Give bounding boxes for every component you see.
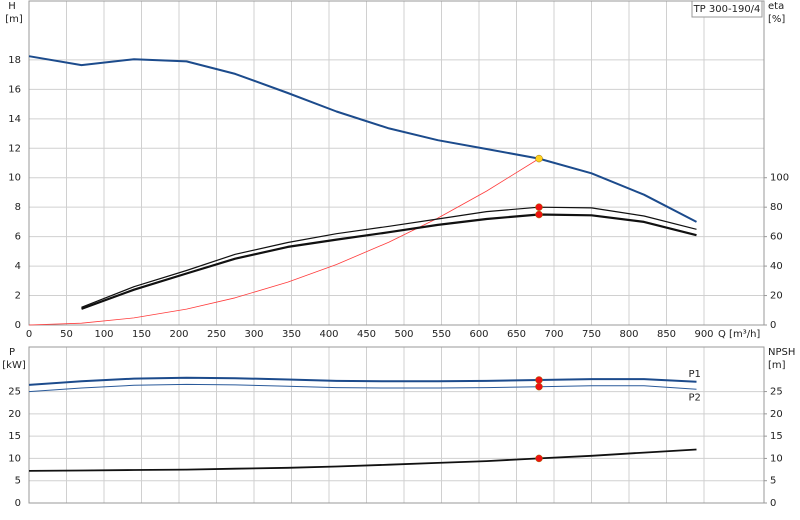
y2-tick-label: 15 bbox=[770, 431, 783, 442]
x-tick-label: 700 bbox=[544, 329, 563, 340]
y-axis-label: H bbox=[8, 1, 16, 12]
series-line bbox=[81, 206, 697, 308]
x-tick-label: 500 bbox=[394, 329, 413, 340]
x-tick-label: 600 bbox=[469, 329, 488, 340]
y-tick-label: 18 bbox=[8, 55, 21, 66]
x-tick-label: 450 bbox=[357, 329, 376, 340]
x-tick-label: 300 bbox=[244, 329, 263, 340]
duty-point bbox=[535, 210, 543, 219]
x-tick-label: 850 bbox=[657, 329, 676, 340]
y-tick-label: 6 bbox=[15, 232, 21, 243]
x-tick-label: 900 bbox=[694, 329, 713, 340]
y-tick-label: 12 bbox=[8, 143, 21, 154]
x-tick-label: 200 bbox=[169, 329, 188, 340]
chart-title: TP 300-190/4 bbox=[693, 4, 761, 15]
x-tick-label: 100 bbox=[94, 329, 113, 340]
series-line bbox=[28, 383, 697, 393]
x-axis-label: Q [m³/h] bbox=[718, 329, 760, 340]
x-tick-label: 150 bbox=[132, 329, 151, 340]
series-line bbox=[81, 213, 697, 310]
x-tick-label: 350 bbox=[282, 329, 301, 340]
y-tick-label: 8 bbox=[15, 202, 21, 213]
series-line bbox=[28, 448, 697, 472]
duty-point bbox=[535, 382, 543, 391]
y-tick-label: 4 bbox=[15, 261, 21, 272]
duty-point bbox=[535, 203, 543, 211]
x-tick-label: 400 bbox=[319, 329, 338, 340]
y2-tick-label: 20 bbox=[770, 409, 783, 420]
y2-tick-label: 20 bbox=[770, 291, 783, 302]
x-tick-label: 50 bbox=[60, 329, 73, 340]
x-tick-label: 0 bbox=[26, 329, 32, 340]
series-label: P1 bbox=[689, 369, 701, 380]
series-line bbox=[28, 158, 540, 326]
y2-tick-label: 60 bbox=[770, 232, 783, 243]
y-tick-label: 0 bbox=[15, 320, 21, 331]
y-tick-label: 2 bbox=[15, 291, 21, 302]
series-line bbox=[28, 55, 697, 223]
duty-point bbox=[535, 454, 543, 463]
series-label: P2 bbox=[689, 392, 701, 403]
y-tick-label: 16 bbox=[8, 84, 21, 95]
y-tick-label: 0 bbox=[15, 498, 21, 509]
x-tick-label: 800 bbox=[619, 329, 638, 340]
y-tick-label: 25 bbox=[8, 387, 21, 398]
series-line bbox=[28, 376, 697, 386]
duty-point bbox=[535, 154, 543, 163]
y-axis-unit: [kW] bbox=[2, 360, 26, 371]
y2-tick-label: 40 bbox=[770, 261, 783, 272]
y-tick-label: 10 bbox=[8, 173, 21, 184]
x-tick-label: 750 bbox=[582, 329, 601, 340]
y2-tick-label: 100 bbox=[770, 173, 789, 184]
y2-tick-label: 80 bbox=[770, 202, 783, 213]
y2-tick-label: 0 bbox=[770, 498, 776, 509]
x-tick-label: 650 bbox=[507, 329, 526, 340]
y2-axis-unit: [m] bbox=[768, 360, 786, 371]
y2-tick-label: 5 bbox=[770, 476, 776, 487]
title-box bbox=[691, 0, 763, 18]
y-axis-label: P bbox=[9, 347, 15, 358]
y-tick-label: 10 bbox=[8, 453, 21, 464]
y-tick-label: 5 bbox=[15, 476, 21, 487]
y2-axis-unit: [%] bbox=[768, 14, 785, 25]
x-tick-label: 250 bbox=[207, 329, 226, 340]
y2-tick-label: 25 bbox=[770, 387, 783, 398]
x-tick-label: 550 bbox=[432, 329, 451, 340]
y-tick-label: 14 bbox=[8, 114, 21, 125]
y2-tick-label: 0 bbox=[770, 320, 776, 331]
y-tick-label: 20 bbox=[8, 409, 21, 420]
duty-point bbox=[535, 376, 543, 384]
y-axis-unit: [m] bbox=[5, 14, 23, 25]
y2-axis-label: NPSH bbox=[768, 347, 795, 358]
plot-frame bbox=[28, 346, 765, 504]
y-tick-label: 15 bbox=[8, 431, 21, 442]
plot-frame bbox=[28, 0, 765, 326]
y2-tick-label: 10 bbox=[770, 453, 783, 464]
y2-axis-label: eta bbox=[768, 1, 784, 12]
